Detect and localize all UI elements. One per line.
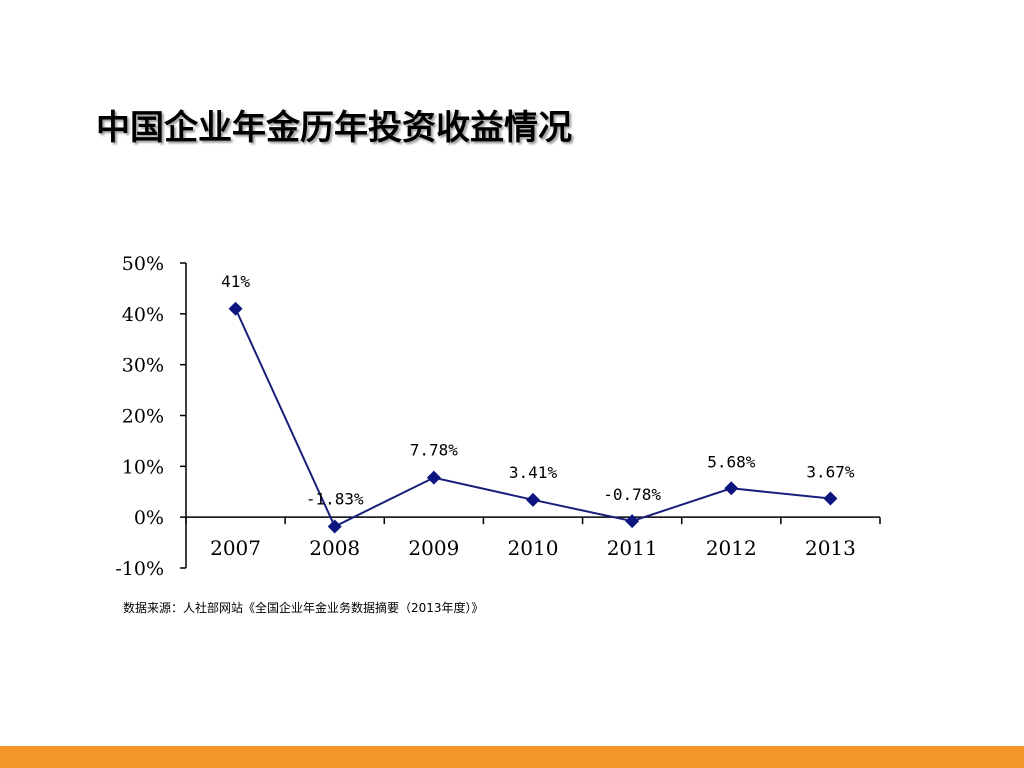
data-point	[327, 519, 342, 534]
data-point	[625, 514, 640, 529]
data-point	[526, 492, 540, 507]
y-tick-label: -10%	[115, 558, 164, 580]
y-tick-label: 30%	[122, 355, 164, 377]
data-point	[228, 301, 243, 316]
data-label: -0.78%	[603, 485, 661, 504]
data-label: 41%	[221, 272, 250, 291]
x-tick-label: 2009	[408, 536, 459, 560]
y-tick-label: 50%	[122, 253, 164, 275]
x-tick-label: 2013	[805, 536, 856, 560]
data-label: 5.68%	[707, 452, 756, 471]
bottom-accent-bar	[0, 746, 1024, 768]
x-tick-label: 2010	[508, 536, 559, 560]
slide-title: 中国企业年金历年投资收益情况	[96, 108, 572, 148]
data-point	[823, 491, 838, 506]
data-point	[426, 470, 441, 485]
data-point	[724, 481, 739, 496]
y-tick-label: 0%	[134, 507, 164, 529]
x-tick-label: 2012	[706, 536, 757, 560]
data-label: 7.78%	[410, 441, 459, 460]
y-tick-label: 10%	[122, 456, 164, 478]
data-label: 3.67%	[806, 463, 855, 482]
x-tick-label: 2007	[210, 536, 261, 560]
y-tick-label: 20%	[122, 406, 164, 428]
data-label: -1.83%	[306, 489, 364, 508]
y-tick-label: 40%	[122, 304, 164, 326]
x-tick-label: 2008	[309, 536, 360, 560]
source-note: 数据来源：人社部网站《全国企业年金业务数据摘要（2013年度）》	[123, 601, 484, 615]
x-tick-label: 2011	[607, 536, 658, 560]
data-label: 3.41%	[509, 463, 558, 482]
